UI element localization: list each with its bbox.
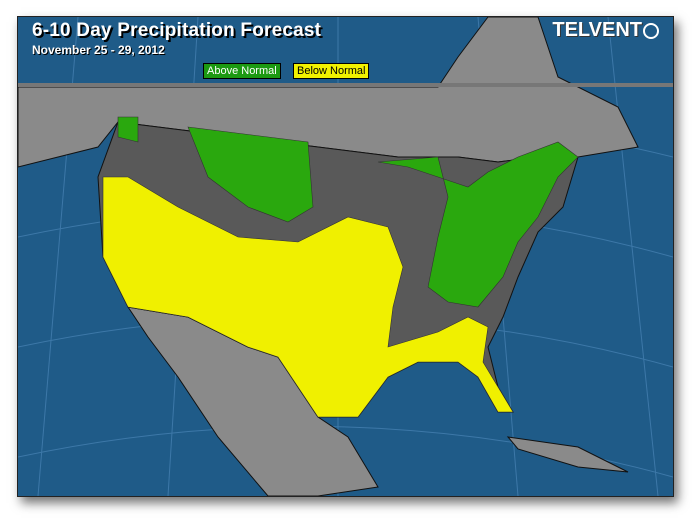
forecast-map-frame: 6-10 Day Precipitation Forecast November… [17,16,674,497]
precipitation-map [18,17,673,496]
dtn-icon [643,22,659,39]
below-normal-area [102,176,514,418]
telvent-logo: TELVENT [552,19,659,42]
above-normal-areas [117,116,579,308]
date-range: November 25 - 29, 2012 [32,43,165,57]
map-title: 6-10 Day Precipitation Forecast [32,20,322,41]
legend-below-normal: Below Normal [293,63,370,79]
cuba-land [506,436,629,473]
logo-text: TELVENT [552,19,642,41]
legend-above-normal: Above Normal [203,63,281,79]
header-divider [18,83,673,87]
